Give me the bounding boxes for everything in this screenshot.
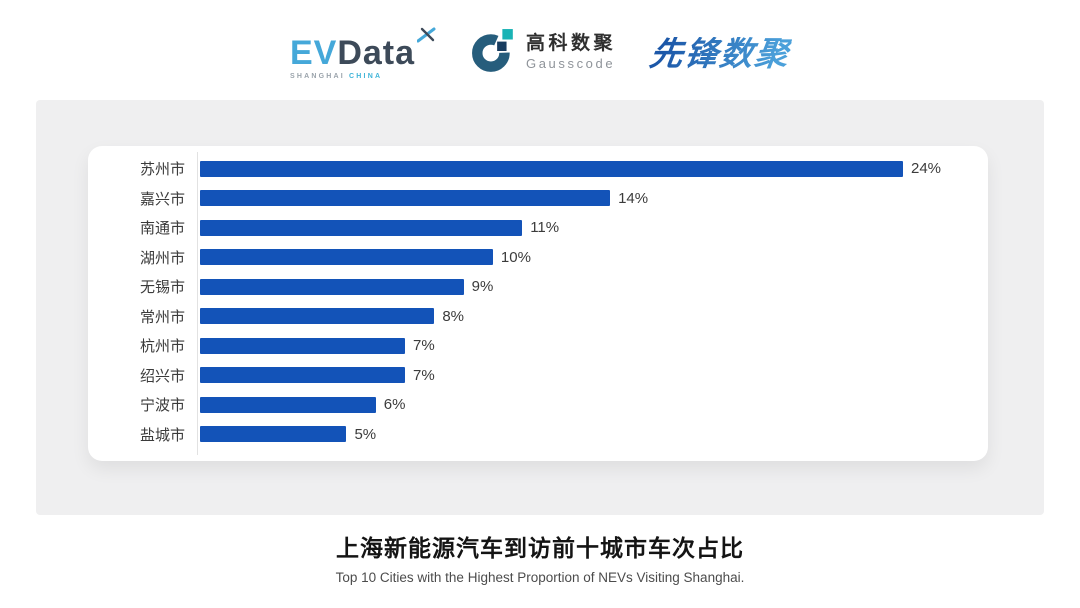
- pioneer-logo: 先锋数聚: [647, 34, 793, 72]
- value-label: 11%: [530, 219, 560, 237]
- category-label: 南通市: [139, 220, 185, 238]
- chart-row: 苏州市 24%: [88, 154, 988, 184]
- chart-caption: 上海新能源汽车到访前十城市车次占比 Top 10 Cities with the…: [0, 529, 1080, 585]
- chart-row: 盐城市 5%: [88, 420, 988, 450]
- value-label: 8%: [442, 307, 465, 325]
- chart-row: 湖州市 10%: [88, 243, 988, 273]
- value-label: 7%: [413, 337, 435, 355]
- category-label: 湖州市: [139, 249, 185, 267]
- value-label: 5%: [354, 425, 377, 443]
- chart-card: 苏州市 24% 嘉兴市 14% 南通市 11% 湖州市 10% 无锡市 9% 常州市 8% 杭州市 7% 绍…: [88, 146, 988, 461]
- bar: [200, 160, 903, 177]
- gausscode-wordmark: 高科数聚 Gausscode: [526, 33, 617, 72]
- evdata-wordmark: EV Data: [290, 27, 437, 70]
- gausscode-cn-text: 高科数聚: [526, 33, 617, 55]
- value-label: 7%: [413, 366, 435, 384]
- chart-row: 杭州市 7%: [88, 331, 988, 361]
- bar: [200, 308, 435, 325]
- evdata-tagline: SHANGHAI CHINA: [290, 73, 382, 80]
- chart-row: 常州市 8%: [88, 302, 988, 332]
- bar: [200, 219, 523, 236]
- chart-row: 嘉兴市 14%: [88, 184, 988, 214]
- bar-chart: 苏州市 24% 嘉兴市 14% 南通市 11% 湖州市 10% 无锡市 9% 常州市 8% 杭州市 7% 绍…: [88, 146, 988, 461]
- chart-panel: 苏州市 24% 嘉兴市 14% 南通市 11% 湖州市 10% 无锡市 9% 常州市 8% 杭州市 7% 绍…: [36, 100, 1044, 515]
- category-label: 无锡市: [139, 279, 185, 297]
- header-logos: EV Data SHANGHAI CHINA 高科数聚 Gausscode: [0, 20, 1080, 86]
- value-label: 14%: [618, 189, 649, 207]
- evdata-data-text: Data: [337, 33, 416, 72]
- category-label: 常州市: [139, 308, 185, 326]
- category-label: 苏州市: [139, 161, 185, 179]
- bar: [200, 190, 611, 207]
- chart-row: 南通市 11%: [88, 213, 988, 243]
- category-label: 盐城市: [139, 426, 185, 444]
- g-ring-icon: [471, 28, 517, 79]
- evdata-ev-text: EV: [289, 33, 338, 72]
- chart-rows: 苏州市 24% 嘉兴市 14% 南通市 11% 湖州市 10% 无锡市 9% 常州市 8% 杭州市 7% 绍…: [88, 154, 988, 449]
- value-label: 24%: [911, 160, 942, 178]
- category-label: 杭州市: [139, 338, 185, 356]
- chart-subtitle: Top 10 Cities with the Highest Proportio…: [335, 570, 745, 585]
- gausscode-en-text: Gausscode: [526, 56, 616, 72]
- bar: [200, 337, 406, 354]
- chart-row: 无锡市 9%: [88, 272, 988, 302]
- evdata-tagline-china: CHINA: [349, 72, 383, 80]
- bar: [200, 249, 493, 266]
- evdata-logo: EV Data SHANGHAI CHINA: [290, 27, 437, 80]
- chart-row: 绍兴市 7%: [88, 361, 988, 391]
- value-label: 10%: [500, 248, 531, 266]
- category-label: 绍兴市: [139, 367, 185, 385]
- bar: [200, 278, 464, 295]
- chart-title: 上海新能源汽车到访前十城市车次占比: [336, 535, 744, 561]
- evdata-tagline-shanghai: SHANGHAI: [289, 72, 345, 80]
- bar: [200, 426, 347, 443]
- value-label: 9%: [471, 278, 494, 296]
- gausscode-logo: 高科数聚 Gausscode: [471, 28, 616, 79]
- x-spark-icon: [416, 27, 437, 48]
- category-label: 宁波市: [139, 397, 185, 415]
- bar: [200, 367, 406, 384]
- bar: [200, 396, 376, 413]
- chart-row: 宁波市 6%: [88, 390, 988, 420]
- y-axis-line: [197, 152, 198, 455]
- value-label: 6%: [383, 396, 406, 414]
- category-label: 嘉兴市: [139, 190, 185, 208]
